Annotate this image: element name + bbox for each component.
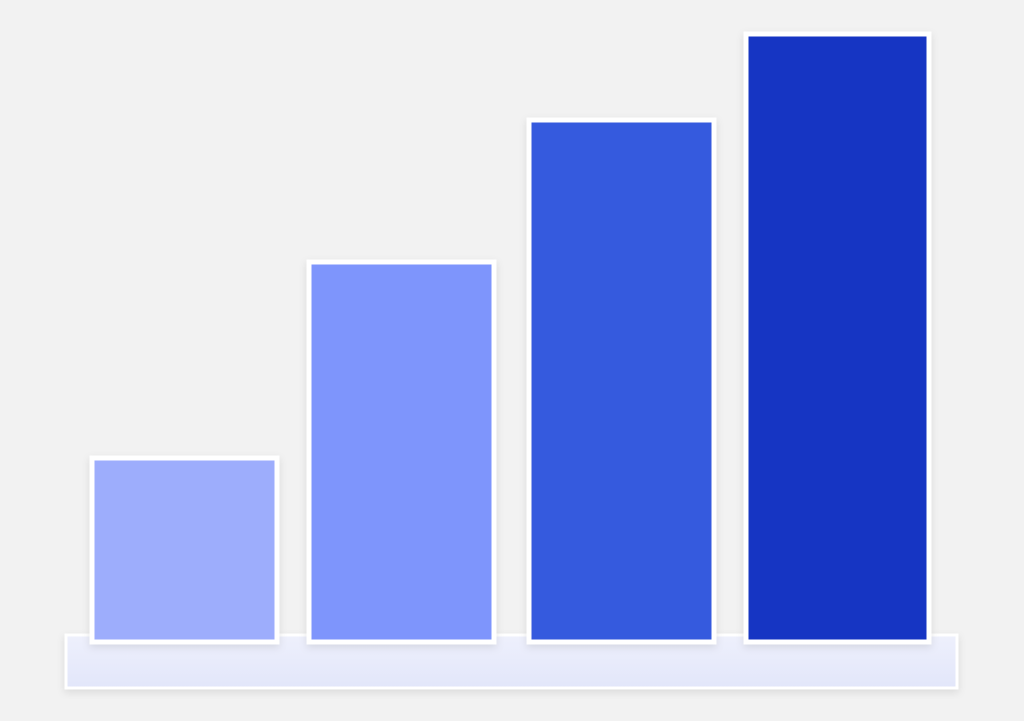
bar	[743, 31, 932, 645]
bar	[306, 259, 497, 645]
bar	[526, 117, 717, 645]
bar	[89, 455, 280, 645]
